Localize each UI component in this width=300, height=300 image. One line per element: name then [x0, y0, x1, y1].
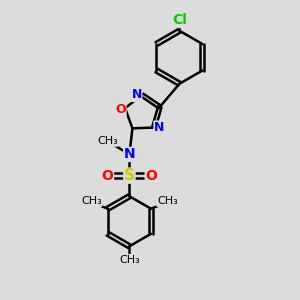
Text: O: O: [102, 169, 113, 183]
Text: CH₃: CH₃: [97, 136, 118, 146]
Text: CH₃: CH₃: [81, 196, 102, 206]
Text: Cl: Cl: [172, 14, 187, 27]
Text: CH₃: CH₃: [119, 254, 140, 265]
Text: N: N: [154, 121, 164, 134]
Text: CH₃: CH₃: [157, 196, 178, 206]
Text: O: O: [116, 103, 126, 116]
Text: O: O: [145, 169, 157, 183]
Text: N: N: [124, 147, 135, 161]
Text: S: S: [124, 168, 135, 183]
Text: N: N: [131, 88, 142, 101]
